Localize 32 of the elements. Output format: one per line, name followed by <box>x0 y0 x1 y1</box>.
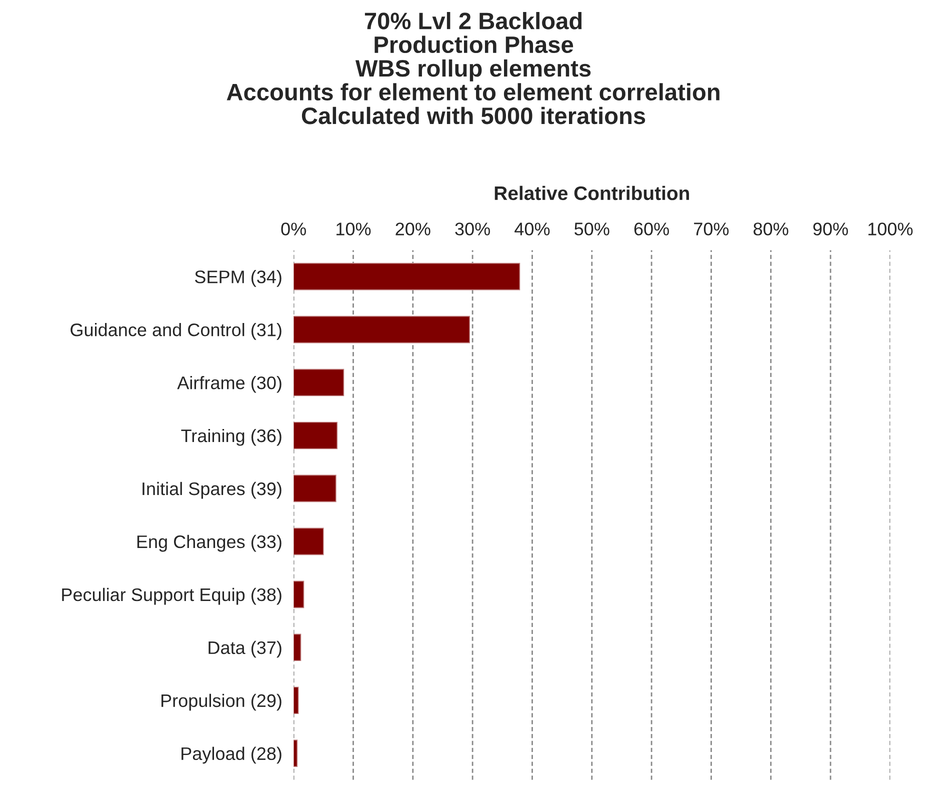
bar <box>294 262 520 290</box>
y-tick-label: Initial Spares (39) <box>142 482 282 499</box>
x-tick-label: 50% <box>574 222 610 236</box>
y-tick-label: Data (37) <box>208 640 282 658</box>
bar <box>294 686 299 714</box>
x-tick-label: 60% <box>634 222 669 236</box>
bar <box>294 422 338 450</box>
x-tick-label: 0% <box>281 222 306 236</box>
x-tick-label: 30% <box>455 222 490 236</box>
x-tick-label: 100% <box>868 222 913 236</box>
x-tick-label: 20% <box>396 222 430 236</box>
chart-title: 70% Lvl 2 Backload Production Phase WBS rollup elements Accounts for element to element correlation Calculated with 5000 iterations <box>226 12 720 124</box>
y-tick-label: Peculiar Support Equip (38) <box>62 588 282 605</box>
bar <box>294 316 470 344</box>
y-tick-label: Eng Changes (33) <box>137 534 282 552</box>
bar <box>294 634 302 662</box>
bar <box>294 580 304 608</box>
y-tick-label: Payload (28) <box>182 746 282 764</box>
y-tick-label: SEPM (34) <box>194 270 282 287</box>
y-tick-label: Propulsion (29) <box>162 694 282 711</box>
x-tick-label: 80% <box>754 222 788 236</box>
x-tick-label: 10% <box>336 222 371 236</box>
bar <box>294 528 324 556</box>
x-tick-label: 40% <box>514 222 550 236</box>
bar <box>294 368 344 396</box>
x-axis-title: Relative Contribution <box>494 186 689 200</box>
y-tick-label: Airframe (30) <box>177 376 282 393</box>
x-tick-label: 90% <box>813 222 848 236</box>
x-tick-label: 70% <box>694 222 729 236</box>
bar <box>294 474 336 502</box>
y-tick-label: Training (36) <box>181 428 282 446</box>
y-tick-label: Guidance and Control (31) <box>70 323 282 340</box>
